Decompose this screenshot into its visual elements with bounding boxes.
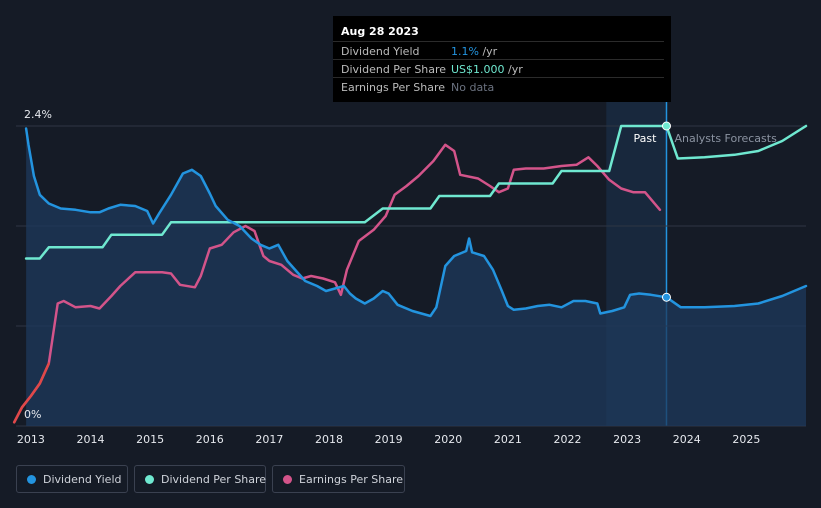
y-label-top: 2.4% [24, 108, 52, 121]
x-tick-label: 2020 [434, 433, 462, 446]
x-tick-label: 2023 [613, 433, 641, 446]
legend-item-dividend-per-share[interactable]: Dividend Per Share [134, 465, 266, 493]
tooltip-value: 1.1% /yr [451, 45, 497, 58]
legend-dot [283, 475, 292, 484]
x-tick-label: 2021 [494, 433, 522, 446]
dividend-yield-line [24, 127, 808, 318]
earnings-per-share-low-segment [12, 362, 51, 424]
earnings-per-share-line [12, 143, 662, 424]
tooltip-value-number: 1.1% [451, 45, 479, 58]
dividend-yield-area [26, 128, 806, 426]
tooltip-row-earnings-per-share: Earnings Per Share No data [333, 77, 664, 96]
tooltip-label: Dividend Per Share [341, 63, 447, 76]
x-axis-ticks: 2013 2014 2015 2016 2017 2018 2019 2020 2021 2022… [17, 433, 760, 446]
dividend-per-share-line [24, 124, 808, 260]
x-tick-label: 2013 [17, 433, 45, 446]
x-tick-label: 2017 [255, 433, 283, 446]
past-label: Past [634, 132, 658, 145]
x-tick-label: 2014 [77, 433, 105, 446]
tooltip-label: Earnings Per Share [341, 81, 446, 94]
legend-label: Dividend Per Share [161, 473, 267, 486]
series-layer [12, 124, 808, 426]
tooltip-row-dividend-per-share: Dividend Per Share US$1.000 /yr [333, 59, 664, 78]
tooltip-row-dividend-yield: Dividend Yield 1.1% /yr [333, 41, 664, 60]
dividend-yield-marker [661, 292, 671, 302]
tooltip-value: US$1.000 /yr [451, 63, 523, 76]
tooltip-value-unit: /yr [504, 63, 523, 76]
marker-layer [661, 121, 671, 302]
legend-label: Dividend Yield [43, 473, 122, 486]
forecast-label: Analysts Forecasts [674, 132, 777, 145]
dividend-per-share-marker [661, 121, 671, 131]
x-tick-label: 2019 [375, 433, 403, 446]
legend-item-dividend-yield[interactable]: Dividend Yield [16, 465, 128, 493]
tooltip-date: Aug 28 2023 [341, 25, 419, 38]
x-tick-label: 2016 [196, 433, 224, 446]
tooltip-value-number: No data [451, 81, 495, 94]
tooltip-label: Dividend Yield [341, 45, 420, 58]
tooltip: Aug 28 2023 Dividend Yield 1.1% /yr Divi… [333, 16, 671, 102]
x-tick-label: 2024 [673, 433, 701, 446]
legend-dot [27, 475, 36, 484]
x-tick-label: 2018 [315, 433, 343, 446]
legend-label: Earnings Per Share [299, 473, 404, 486]
tooltip-value-number: US$1.000 [451, 63, 505, 76]
legend-dot [145, 475, 154, 484]
x-tick-label: 2025 [732, 433, 760, 446]
tooltip-value-unit: /yr [478, 45, 498, 58]
tooltip-value: No data [451, 81, 494, 94]
y-label-bottom: 0% [24, 408, 41, 421]
x-tick-label: 2015 [136, 433, 164, 446]
legend-item-earnings-per-share[interactable]: Earnings Per Share [272, 465, 405, 493]
x-tick-label: 2022 [554, 433, 582, 446]
